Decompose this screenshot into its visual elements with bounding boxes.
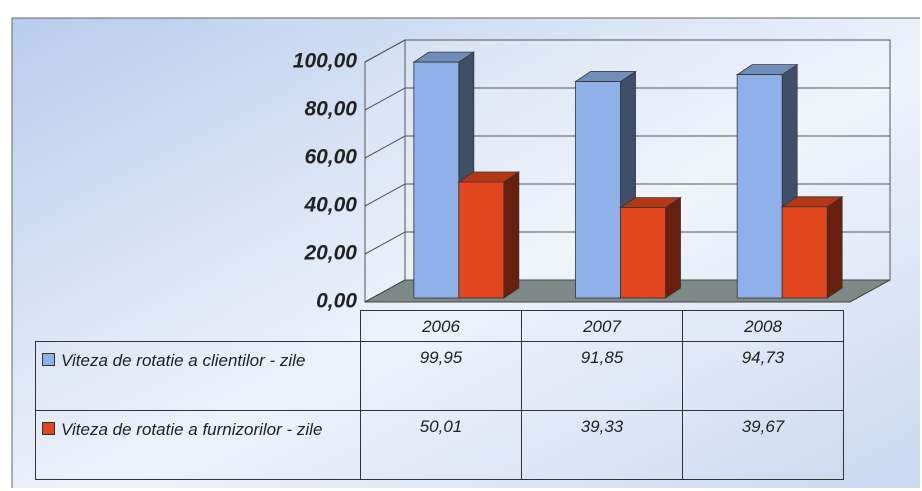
bar (575, 81, 621, 299)
grid-line (364, 87, 890, 111)
bar-side (503, 171, 520, 299)
legend-swatch (42, 353, 55, 366)
bar-side (826, 196, 843, 299)
value-cell: 99,95 (360, 341, 522, 411)
category-cell: 2008 (682, 310, 844, 342)
legend-cell: Viteza de rotatie a clientilor - zile (35, 341, 361, 411)
y-tick-label: 60,00 (304, 146, 357, 169)
y-tick-label: 40,00 (303, 194, 357, 217)
grid-line (364, 183, 890, 207)
data-table: 2006 2007 2008 Viteza de rotatie a clientil… (35, 310, 844, 480)
bar (458, 181, 505, 299)
category-cell: 2007 (521, 310, 683, 342)
grid-line (364, 231, 890, 255)
bar (620, 207, 666, 299)
bar (736, 74, 783, 299)
y-tick-label: 0,00 (316, 290, 357, 313)
value-cell: 39,33 (521, 410, 683, 480)
bar (413, 61, 460, 299)
legend-cell: Viteza de rotatie a furnizorilor - zile (35, 410, 361, 480)
y-tick-label: 100,00 (293, 50, 358, 73)
y-tick-label: 20,00 (303, 242, 357, 265)
legend-label: Viteza de rotatie a clientilor - zile (61, 351, 306, 370)
legend-swatch (42, 422, 55, 435)
series-row: Viteza de rotatie a furnizorilor - zile 5… (35, 410, 844, 480)
grid-line (364, 135, 890, 159)
header-row: 2006 2007 2008 (36, 310, 844, 342)
category-cell: 2006 (360, 310, 522, 342)
grid-line (364, 39, 890, 63)
bar-side (665, 196, 681, 299)
value-cell: 39,67 (682, 410, 844, 480)
legend-label: Viteza de rotatie a furnizorilor - zile (61, 420, 323, 439)
corner-cell (36, 311, 361, 342)
y-tick-label: 80,00 (304, 98, 357, 121)
value-cell: 91,85 (521, 341, 683, 411)
side-wall (364, 39, 406, 303)
value-cell: 50,01 (360, 410, 522, 480)
value-cell: 94,73 (682, 341, 844, 411)
series-row: Viteza de rotatie a clientilor - zile 99,… (35, 341, 844, 411)
bar (781, 206, 828, 299)
